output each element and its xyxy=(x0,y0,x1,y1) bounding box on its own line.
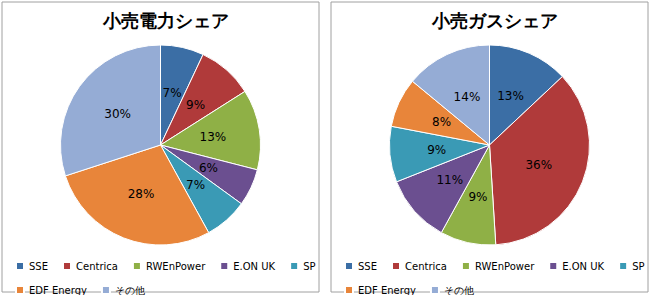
svg-text:11%: 11% xyxy=(436,173,463,187)
svg-text:14%: 14% xyxy=(454,90,481,104)
svg-text:RWEnPower: RWEnPower xyxy=(146,261,206,272)
svg-text:7%: 7% xyxy=(163,86,182,100)
svg-text:小売電力シェア: 小売電力シェア xyxy=(102,10,229,31)
svg-text:9%: 9% xyxy=(468,190,487,204)
svg-text:SSE: SSE xyxy=(358,261,377,272)
svg-text:RWEnPower: RWEnPower xyxy=(475,261,535,272)
svg-text:SSE: SSE xyxy=(29,261,48,272)
svg-text:13%: 13% xyxy=(200,130,227,144)
svg-text:6%: 6% xyxy=(199,161,218,175)
svg-text:9%: 9% xyxy=(186,98,205,112)
svg-text:9%: 9% xyxy=(427,143,446,157)
svg-text:SP: SP xyxy=(632,261,644,272)
svg-text:Centrica: Centrica xyxy=(76,261,118,272)
svg-text:その他: その他 xyxy=(115,285,145,295)
svg-text:EDF Energy: EDF Energy xyxy=(358,285,416,295)
svg-text:E.ON UK: E.ON UK xyxy=(233,261,275,272)
svg-text:SP: SP xyxy=(303,261,315,272)
svg-text:8%: 8% xyxy=(432,115,451,129)
svg-text:EDF Energy: EDF Energy xyxy=(29,285,87,295)
svg-text:13%: 13% xyxy=(497,89,524,103)
svg-text:その他: その他 xyxy=(444,285,474,295)
svg-text:28%: 28% xyxy=(128,187,155,201)
svg-text:Centrica: Centrica xyxy=(405,261,447,272)
svg-text:7%: 7% xyxy=(186,178,205,192)
svg-text:小売ガスシェア: 小売ガスシェア xyxy=(431,10,558,31)
svg-text:30%: 30% xyxy=(104,107,131,121)
svg-text:E.ON UK: E.ON UK xyxy=(562,261,604,272)
svg-text:36%: 36% xyxy=(525,158,552,172)
